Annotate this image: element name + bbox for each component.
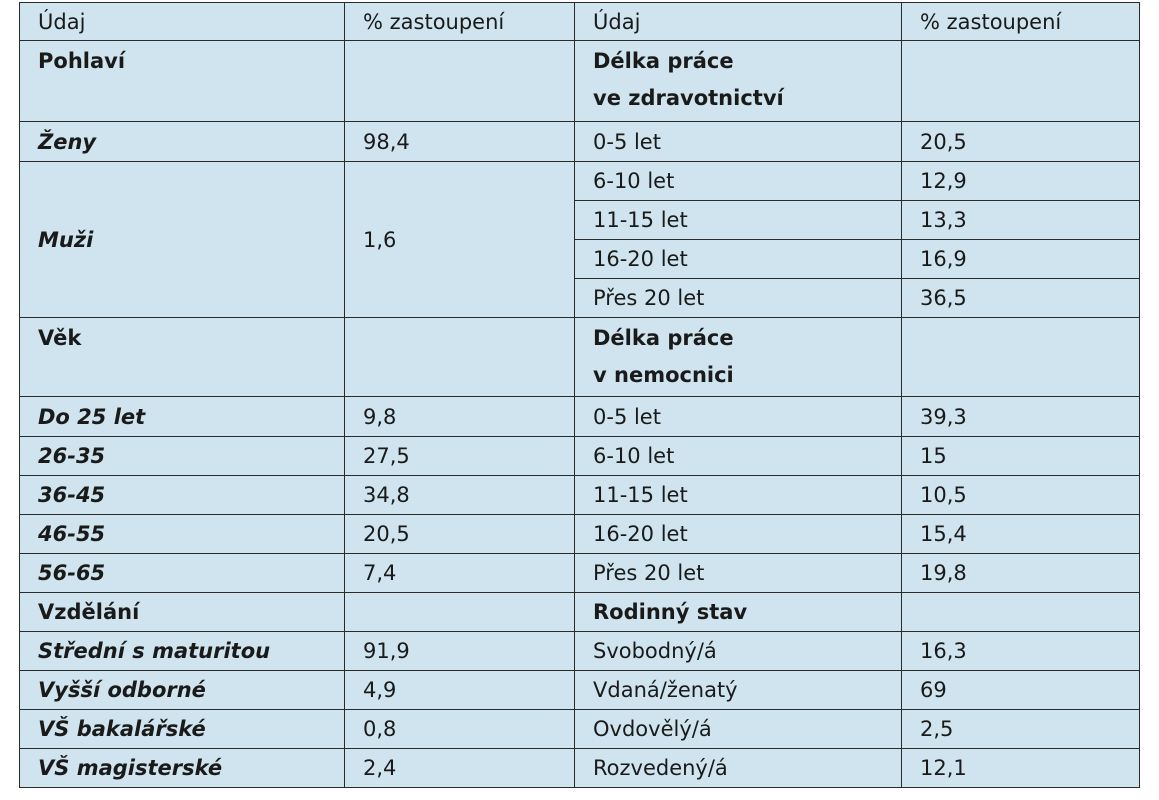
row-label: 6-10 let	[574, 161, 902, 201]
section-title-delka-nemocnice: Délka práce v nemocnici	[574, 317, 902, 397]
row-label: 0-5 let	[574, 396, 902, 437]
section-title-delka-zdravotnictvi: Délka práce ve zdravotnictví	[574, 40, 902, 122]
row-value: 7,4	[344, 553, 575, 593]
row-value: 10,5	[901, 475, 1140, 515]
section-empty-value	[344, 40, 575, 122]
row-value: 9,8	[344, 396, 575, 437]
table-row: 11-15 let 13,3	[20, 200, 1140, 240]
section-empty-value	[901, 317, 1140, 397]
table-row: Muži 1,6 6-10 let 12,9	[19, 161, 1140, 318]
row-value: 2,5	[901, 709, 1140, 749]
row-value: 91,9	[344, 631, 575, 671]
section-row: Vzdělání Rodinný stav	[19, 592, 1140, 632]
section-title-line: Délka práce	[593, 326, 734, 350]
row-label: 56-65	[19, 553, 345, 593]
row-label: 16-20 let	[574, 514, 902, 554]
row-label: Svobodný/á	[574, 631, 902, 671]
row-value: 20,5	[901, 121, 1140, 162]
row-value: 0,8	[344, 709, 575, 749]
demographics-table: Údaj % zastoupení Údaj % zastoupení Pohl…	[19, 2, 1140, 788]
section-title-pohlavi: Pohlaví	[19, 40, 345, 122]
row-label: VŠ bakalářské	[19, 709, 345, 749]
row-label: Ovdovělý/á	[574, 709, 902, 749]
section-empty-value	[344, 317, 575, 397]
header-row: Údaj % zastoupení Údaj % zastoupení	[19, 2, 1140, 41]
row-label: Ženy	[19, 121, 345, 162]
row-value: 1,6	[344, 161, 575, 318]
row-value: 2,4	[344, 748, 575, 788]
row-label: Přes 20 let	[574, 278, 902, 318]
section-row: Pohlaví Délka práce ve zdravotnictví	[19, 40, 1140, 122]
row-label: Do 25 let	[19, 396, 345, 437]
table-row: 56-65 7,4 Přes 20 let 19,8	[19, 553, 1140, 593]
row-value: 98,4	[344, 121, 575, 162]
row-value: 39,3	[901, 396, 1140, 437]
row-value: 15,4	[901, 514, 1140, 554]
header-udaj-left: Údaj	[19, 2, 345, 41]
section-empty-value	[344, 592, 575, 632]
section-title-vzdelani: Vzdělání	[19, 592, 345, 632]
row-label: Rozvedený/á	[574, 748, 902, 788]
row-value: 16,9	[901, 239, 1140, 279]
row-value: 27,5	[344, 436, 575, 476]
row-value: 12,1	[901, 748, 1140, 788]
table-row: 46-55 20,5 16-20 let 15,4	[19, 514, 1140, 554]
row-value: 15	[901, 436, 1140, 476]
header-percent-right: % zastoupení	[901, 2, 1140, 41]
row-value: 19,8	[901, 553, 1140, 593]
row-label: 11-15 let	[574, 200, 902, 240]
row-label: Vdaná/ženatý	[574, 670, 902, 710]
table-row: VŠ bakalářské 0,8 Ovdovělý/á 2,5	[19, 709, 1140, 749]
row-label: VŠ magisterské	[19, 748, 345, 788]
header-udaj-right: Údaj	[574, 2, 902, 41]
row-value: 34,8	[344, 475, 575, 515]
row-value: 4,9	[344, 670, 575, 710]
row-label: Přes 20 let	[574, 553, 902, 593]
section-title-line: Délka práce	[593, 49, 734, 73]
row-label: Muži	[19, 161, 345, 318]
section-title-line: ve zdravotnictví	[593, 86, 784, 110]
row-label: 46-55	[19, 514, 345, 554]
table-row: 26-35 27,5 6-10 let 15	[19, 436, 1140, 476]
row-value: 12,9	[901, 161, 1140, 201]
table-row: Ženy 98,4 0-5 let 20,5	[19, 121, 1140, 162]
table-row: VŠ magisterské 2,4 Rozvedený/á 12,1	[19, 748, 1140, 788]
row-label: 6-10 let	[574, 436, 902, 476]
row-value: 16,3	[901, 631, 1140, 671]
table-row: Střední s maturitou 91,9 Svobodný/á 16,3	[19, 631, 1140, 671]
row-label: Vyšší odborné	[19, 670, 345, 710]
row-label: 16-20 let	[574, 239, 902, 279]
row-value: 36,5	[901, 278, 1140, 318]
section-title-rodinny-stav: Rodinný stav	[574, 592, 902, 632]
row-label: 36-45	[19, 475, 345, 515]
row-value: 69	[901, 670, 1140, 710]
section-empty-value	[901, 592, 1140, 632]
row-value: 20,5	[344, 514, 575, 554]
row-label: 0-5 let	[574, 121, 902, 162]
table-row: Do 25 let 9,8 0-5 let 39,3	[19, 396, 1140, 437]
row-label: 26-35	[19, 436, 345, 476]
section-row: Věk Délka práce v nemocnici	[19, 317, 1140, 397]
row-label: Střední s maturitou	[19, 631, 345, 671]
header-percent-left: % zastoupení	[344, 2, 575, 41]
table-row: Vyšší odborné 4,9 Vdaná/ženatý 69	[19, 670, 1140, 710]
row-label: 11-15 let	[574, 475, 902, 515]
table-row: 36-45 34,8 11-15 let 10,5	[19, 475, 1140, 515]
section-empty-value	[901, 40, 1140, 122]
row-value: 13,3	[901, 200, 1140, 240]
section-title-line: v nemocnici	[593, 363, 734, 387]
section-title-vek: Věk	[19, 317, 345, 397]
